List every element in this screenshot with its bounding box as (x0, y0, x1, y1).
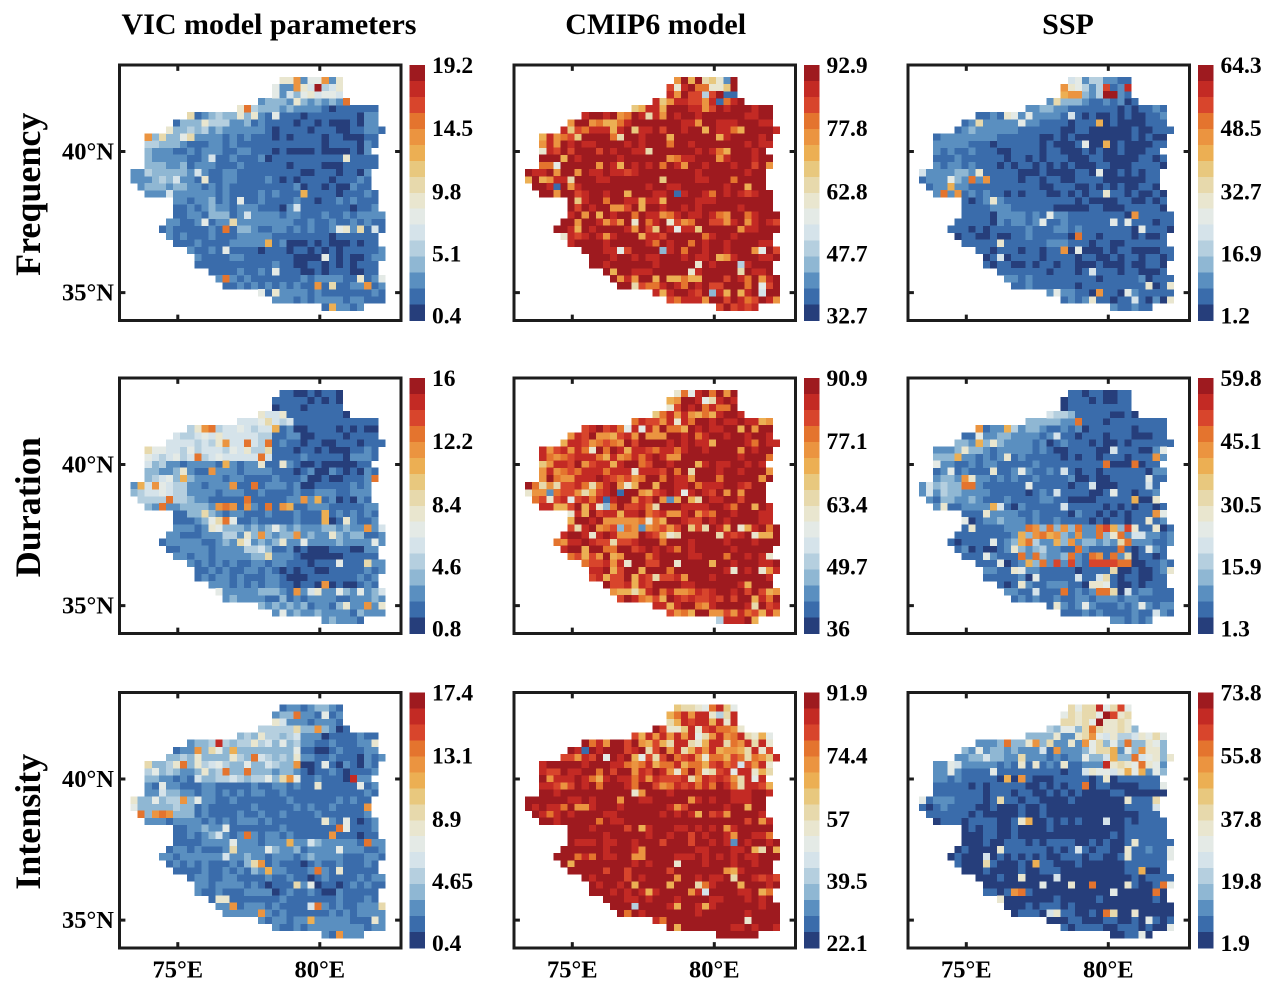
svg-text:1.9: 1.9 (1221, 931, 1250, 957)
svg-text:40°N: 40°N (62, 452, 114, 479)
svg-text:22.1: 22.1 (827, 931, 868, 957)
svg-text:77.1: 77.1 (827, 429, 868, 455)
svg-text:14.5: 14.5 (432, 116, 473, 142)
svg-text:55.8: 55.8 (1221, 743, 1262, 769)
svg-text:SSP: SSP (1042, 8, 1094, 41)
svg-text:Duration: Duration (8, 437, 48, 577)
svg-text:80°E: 80°E (1083, 957, 1134, 984)
svg-text:90.9: 90.9 (827, 366, 868, 392)
svg-text:36: 36 (827, 617, 851, 643)
svg-text:9.8: 9.8 (432, 179, 461, 205)
svg-text:16.9: 16.9 (1221, 242, 1262, 268)
svg-text:1.3: 1.3 (1221, 617, 1250, 643)
svg-text:32.7: 32.7 (827, 304, 868, 330)
svg-text:37.8: 37.8 (1221, 807, 1262, 833)
svg-text:80°E: 80°E (294, 957, 345, 984)
svg-text:CMIP6 model: CMIP6 model (565, 8, 746, 41)
svg-text:63.4: 63.4 (827, 492, 868, 518)
svg-text:57: 57 (827, 807, 851, 833)
svg-text:64.3: 64.3 (1221, 53, 1262, 79)
svg-text:35°N: 35°N (62, 280, 114, 307)
svg-text:4.65: 4.65 (432, 869, 473, 895)
svg-text:8.4: 8.4 (432, 492, 462, 518)
svg-text:35°N: 35°N (62, 907, 114, 934)
svg-text:39.5: 39.5 (827, 869, 868, 895)
svg-text:19.8: 19.8 (1221, 869, 1262, 895)
svg-text:40°N: 40°N (62, 139, 114, 166)
svg-text:0.8: 0.8 (432, 617, 461, 643)
svg-text:5.1: 5.1 (432, 242, 461, 268)
svg-text:91.9: 91.9 (827, 681, 868, 707)
svg-text:VIC model parameters: VIC model parameters (122, 8, 417, 41)
svg-text:48.5: 48.5 (1221, 116, 1262, 142)
svg-text:4.6: 4.6 (432, 555, 462, 581)
svg-text:74.4: 74.4 (827, 743, 868, 769)
svg-text:16: 16 (432, 366, 456, 392)
svg-text:32.7: 32.7 (1221, 179, 1262, 205)
svg-text:13.1: 13.1 (432, 743, 473, 769)
svg-text:12.2: 12.2 (432, 429, 473, 455)
svg-text:62.8: 62.8 (827, 179, 868, 205)
svg-text:45.1: 45.1 (1221, 429, 1262, 455)
svg-text:73.8: 73.8 (1221, 681, 1262, 707)
svg-text:17.4: 17.4 (432, 681, 473, 707)
svg-text:47.7: 47.7 (827, 242, 868, 268)
svg-text:49.7: 49.7 (827, 555, 868, 581)
svg-text:19.2: 19.2 (432, 53, 473, 79)
svg-text:40°N: 40°N (62, 766, 114, 793)
svg-text:75°E: 75°E (547, 957, 598, 984)
svg-text:0.4: 0.4 (432, 304, 462, 330)
svg-text:59.8: 59.8 (1221, 366, 1262, 392)
svg-text:Intensity: Intensity (8, 754, 48, 890)
svg-text:35°N: 35°N (62, 593, 114, 620)
svg-text:77.8: 77.8 (827, 116, 868, 142)
svg-text:80°E: 80°E (689, 957, 740, 984)
svg-text:92.9: 92.9 (827, 53, 868, 79)
svg-text:30.5: 30.5 (1221, 492, 1262, 518)
svg-text:0.4: 0.4 (432, 931, 462, 957)
svg-text:Frequency: Frequency (8, 113, 48, 276)
svg-text:1.2: 1.2 (1221, 304, 1250, 330)
svg-text:8.9: 8.9 (432, 807, 461, 833)
svg-text:15.9: 15.9 (1221, 555, 1262, 581)
svg-text:75°E: 75°E (941, 957, 992, 984)
svg-text:75°E: 75°E (152, 957, 203, 984)
